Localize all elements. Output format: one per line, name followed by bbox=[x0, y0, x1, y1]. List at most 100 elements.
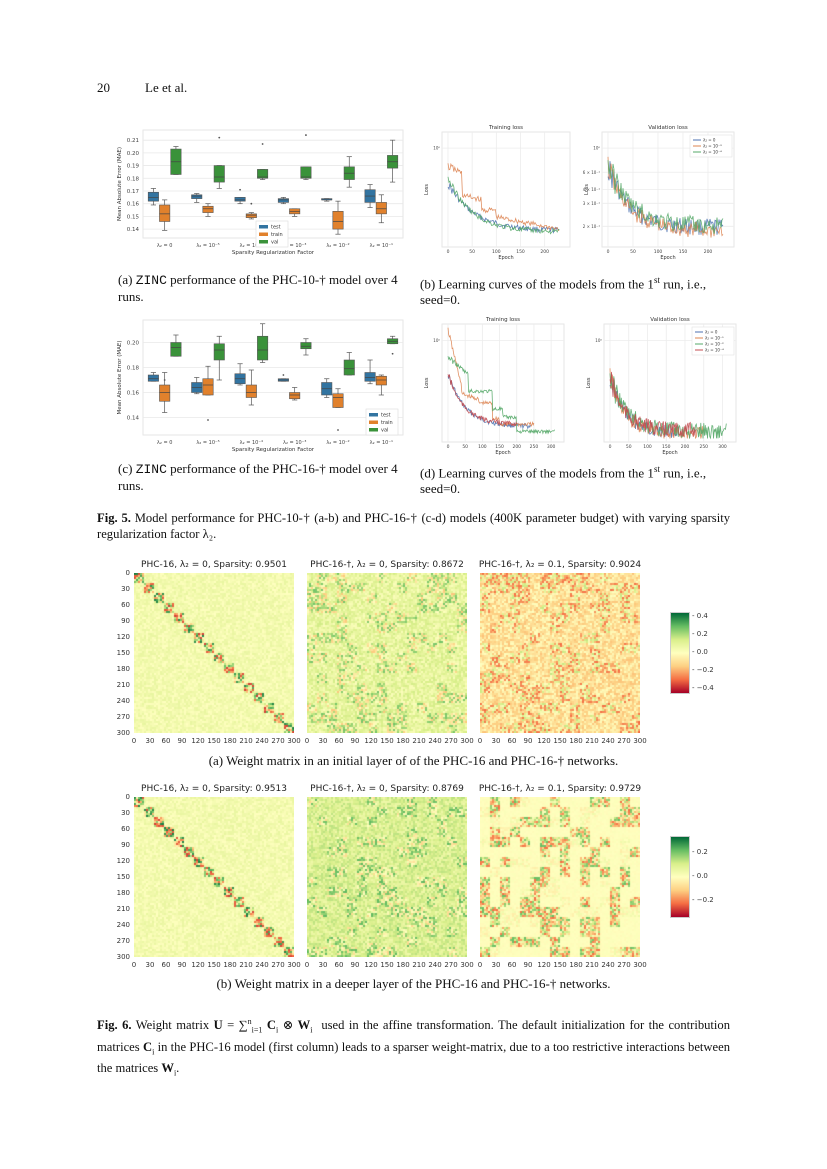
svg-text:λ₂ = 10⁻¹: λ₂ = 10⁻¹ bbox=[370, 440, 393, 446]
x-tick-label: 270 bbox=[271, 961, 285, 969]
svg-text:Epoch: Epoch bbox=[662, 450, 677, 456]
svg-text:λ₂ = 10⁻²: λ₂ = 10⁻² bbox=[705, 342, 724, 347]
x-tick-label: 300 bbox=[633, 737, 647, 745]
svg-text:λ₂ = 10⁻⁴: λ₂ = 10⁻⁴ bbox=[703, 150, 722, 155]
svg-text:λ₂ = 10⁻¹: λ₂ = 10⁻¹ bbox=[370, 243, 393, 249]
x-tick-label: 30 bbox=[491, 961, 501, 969]
x-tick-label: 0 bbox=[477, 961, 483, 969]
x-tick-label: 210 bbox=[412, 961, 426, 969]
svg-text:10⁰: 10⁰ bbox=[433, 146, 440, 151]
box-plot-5c: 0.14 0.16 0.18 0.20 λ₂ = 0 λ₂ = 10⁻⁵ λ₂ = 10⁻⁴… bbox=[108, 316, 408, 458]
colorbar-tick-label: - 0.2 bbox=[692, 848, 708, 857]
colorbar-tick-label: - −0.2 bbox=[692, 665, 714, 674]
svg-text:3 × 10⁻¹: 3 × 10⁻¹ bbox=[583, 201, 601, 206]
y-tick-label: 270 bbox=[116, 937, 130, 945]
svg-text:300: 300 bbox=[718, 444, 727, 450]
x-tick-label: 90 bbox=[350, 737, 360, 745]
x-tick-label: 90 bbox=[523, 737, 533, 745]
svg-text:λ₂ = 10⁻³: λ₂ = 10⁻³ bbox=[283, 243, 306, 249]
y-tick-label: 60 bbox=[121, 601, 130, 609]
svg-text:λ₂ = 10⁻²: λ₂ = 10⁻² bbox=[326, 243, 349, 249]
x-tick-label: 300 bbox=[287, 961, 301, 969]
svg-text:100: 100 bbox=[492, 249, 501, 255]
svg-text:0.18: 0.18 bbox=[127, 366, 140, 372]
y-tick-label: 120 bbox=[116, 857, 130, 865]
box-plot-5a: 0.14 0.15 0.16 0.17 0.18 0.19 0.20 0.21 λ₂ = 0 λ₂… bbox=[108, 126, 408, 266]
y-tick-label: 0 bbox=[125, 793, 130, 801]
svg-text:Epoch: Epoch bbox=[495, 450, 510, 456]
svg-text:λ₂ = 10⁻⁴: λ₂ = 10⁻⁴ bbox=[240, 243, 263, 249]
svg-text:200: 200 bbox=[512, 444, 521, 450]
x-tick-label: 180 bbox=[569, 961, 583, 969]
colorbar-tick-label: - 0.4 bbox=[692, 612, 708, 621]
svg-text:300: 300 bbox=[547, 444, 556, 450]
x-tick-label: 0 bbox=[304, 737, 310, 745]
y-tick-label: 300 bbox=[116, 953, 130, 961]
svg-text:0.18: 0.18 bbox=[127, 176, 140, 182]
svg-text:0.14: 0.14 bbox=[127, 416, 140, 422]
y-tick-label: 270 bbox=[116, 713, 130, 721]
svg-text:λ₂ = 0: λ₂ = 0 bbox=[705, 330, 718, 335]
x-tick-label: 270 bbox=[271, 737, 285, 745]
x-tick-label: 150 bbox=[380, 737, 394, 745]
y-tick-label: 60 bbox=[121, 825, 130, 833]
svg-text:0: 0 bbox=[607, 249, 610, 255]
svg-text:200: 200 bbox=[681, 444, 690, 450]
colorbar-tick-label: - 0.0 bbox=[692, 648, 708, 656]
x-tick-label: 60 bbox=[507, 737, 517, 745]
learning-curves-5b: Training loss 0 50 100 150 200 Epoch Loss 10⁰ Val… bbox=[420, 124, 740, 266]
colorbar bbox=[670, 836, 690, 918]
x-tick-label: 180 bbox=[396, 737, 410, 745]
x-tick-label: 30 bbox=[318, 737, 328, 745]
x-tick-label: 300 bbox=[633, 961, 647, 969]
y-tick-label: 150 bbox=[116, 873, 130, 881]
weight-matrix-heatmap bbox=[480, 797, 640, 957]
x-tick-label: 270 bbox=[444, 961, 458, 969]
y-tick-label: 30 bbox=[121, 585, 130, 593]
x-tick-label: 150 bbox=[380, 961, 394, 969]
x-tick-label: 150 bbox=[207, 961, 221, 969]
x-tick-label: 30 bbox=[318, 961, 328, 969]
y-tick-label: 120 bbox=[116, 633, 130, 641]
x-tick-label: 90 bbox=[523, 961, 533, 969]
svg-text:50: 50 bbox=[462, 444, 468, 450]
svg-text:250: 250 bbox=[699, 444, 708, 450]
x-tick-label: 150 bbox=[553, 961, 567, 969]
x-tick-label: 90 bbox=[177, 737, 187, 745]
svg-text:Loss: Loss bbox=[586, 377, 592, 388]
x-tick-label: 210 bbox=[585, 737, 599, 745]
x-tick-label: 270 bbox=[444, 737, 458, 745]
x-tick-label: 120 bbox=[537, 961, 551, 969]
x-tick-label: 30 bbox=[145, 961, 155, 969]
svg-text:2 × 10⁻¹: 2 × 10⁻¹ bbox=[583, 224, 601, 229]
svg-text:λ₂ = 10⁻⁴: λ₂ = 10⁻⁴ bbox=[240, 440, 263, 446]
weight-matrix-heatmap bbox=[480, 573, 640, 733]
x-tick-label: 300 bbox=[460, 737, 474, 745]
svg-text:Loss: Loss bbox=[424, 184, 430, 195]
subfig-caption-5a: (a) ZINC performance of the PHC-10-† mod… bbox=[118, 272, 398, 304]
x-tick-label: 60 bbox=[161, 737, 171, 745]
heatmap-title: PHC-16, λ₂ = 0, Sparsity: 0.9513 bbox=[141, 784, 287, 794]
x-tick-label: 150 bbox=[553, 737, 567, 745]
heatmap-title: PHC-16-†, λ₂ = 0, Sparsity: 0.8769 bbox=[310, 784, 464, 794]
x-tick-label: 300 bbox=[287, 737, 301, 745]
x-tick-label: 0 bbox=[131, 961, 137, 969]
svg-text:200: 200 bbox=[540, 249, 549, 255]
x-tick-label: 240 bbox=[255, 737, 269, 745]
y-tick-label: 210 bbox=[116, 905, 130, 913]
svg-text:Validation loss: Validation loss bbox=[648, 125, 688, 131]
svg-text:4 × 10⁻¹: 4 × 10⁻¹ bbox=[583, 187, 601, 192]
learning-curves-5d-svg: Training loss 0 50 100 150 200 250 300 Epoch Loss… bbox=[424, 317, 737, 456]
x-tick-label: 180 bbox=[569, 737, 583, 745]
x-tick-label: 240 bbox=[255, 961, 269, 969]
box-plot-5c-svg: 0.14 0.16 0.18 0.20 λ₂ = 0 λ₂ = 10⁻⁵ λ₂ = 10⁻⁴… bbox=[117, 319, 404, 453]
x-tick-label: 180 bbox=[223, 961, 237, 969]
svg-text:λ₂ = 0: λ₂ = 0 bbox=[157, 440, 173, 446]
x-tick-label: 150 bbox=[207, 737, 221, 745]
svg-text:100: 100 bbox=[643, 444, 652, 450]
y-tick-label: 90 bbox=[121, 617, 130, 625]
x-tick-label: 270 bbox=[617, 737, 631, 745]
learning-curves-5b-svg: Training loss 0 50 100 150 200 Epoch Loss 10⁰ Val… bbox=[424, 125, 735, 261]
svg-text:Mean Absolute Error (MAE): Mean Absolute Error (MAE) bbox=[117, 341, 123, 415]
svg-text:10⁰: 10⁰ bbox=[433, 338, 440, 343]
